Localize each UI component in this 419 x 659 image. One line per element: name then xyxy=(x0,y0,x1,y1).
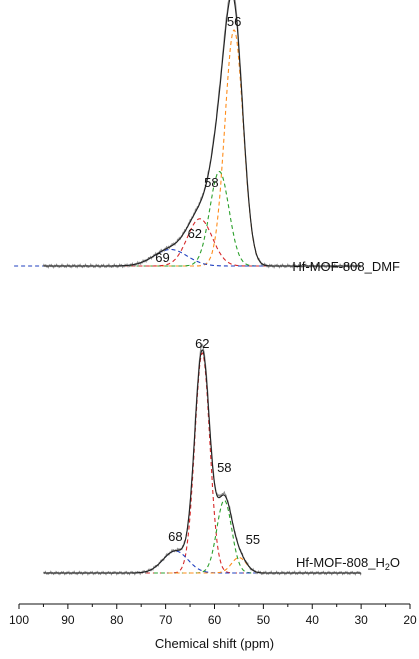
peak-label-69: 69 xyxy=(155,250,169,265)
h2o-sample-label-tail: O xyxy=(390,555,400,570)
peak-label-58: 58 xyxy=(217,460,231,475)
x-tick-label-30: 30 xyxy=(354,613,368,627)
x-axis-title: Chemical shift (ppm) xyxy=(155,636,274,651)
x-tick-label-50: 50 xyxy=(257,613,271,627)
x-tick-label-40: 40 xyxy=(306,613,320,627)
h2o-peak-labels: 62 58 68 55 xyxy=(168,336,260,547)
peak-label-62: 62 xyxy=(195,336,209,351)
dmf-peak-labels: 56 58 62 69 xyxy=(155,14,241,265)
fit-component-68 xyxy=(58,550,293,574)
peak-label-58: 58 xyxy=(204,175,218,190)
x-tick-label-90: 90 xyxy=(61,613,75,627)
h2o-experimental-spectrum xyxy=(43,343,362,576)
x-axis-ticks: 100 90 80 70 60 50 40 30 20 xyxy=(9,604,417,627)
fit-component-56 xyxy=(148,29,321,267)
fit-component-55 xyxy=(168,557,309,574)
peak-label-56: 56 xyxy=(227,14,241,29)
x-tick-label-80: 80 xyxy=(110,613,124,627)
dmf-experimental-spectrum xyxy=(42,0,362,269)
h2o-sample-label-subscript: 2 xyxy=(385,562,390,572)
x-tick-label-70: 70 xyxy=(159,613,173,627)
x-axis: 100 90 80 70 60 50 40 30 20 Chemical shift (ppm) xyxy=(9,603,417,651)
fit-component-58 xyxy=(129,171,310,267)
x-tick-label-60: 60 xyxy=(208,613,222,627)
fit-component-69 xyxy=(14,248,327,267)
h2o-sample-label-main: Hf-MOF-808_H xyxy=(296,555,385,570)
panel-h2o: 62 58 68 55 Hf-MOF-808_H2O xyxy=(43,336,400,576)
dmf-sample-label: Hf-MOF-808_DMF xyxy=(292,259,400,274)
h2o-fit-components xyxy=(58,352,309,574)
peak-label-55: 55 xyxy=(246,532,260,547)
peak-label-62: 62 xyxy=(188,226,202,241)
dmf-fit-components xyxy=(14,29,327,267)
x-tick-label-100: 100 xyxy=(9,613,29,627)
panel-dmf: 56 58 62 69 Hf-MOF-808_DMF xyxy=(14,0,400,274)
x-tick-label-20: 20 xyxy=(403,613,417,627)
peak-label-68: 68 xyxy=(168,529,182,544)
h2o-fitted-envelope xyxy=(43,349,362,574)
dmf-fitted-envelope xyxy=(43,0,362,267)
h2o-sample-label: Hf-MOF-808_H2O xyxy=(296,555,400,572)
